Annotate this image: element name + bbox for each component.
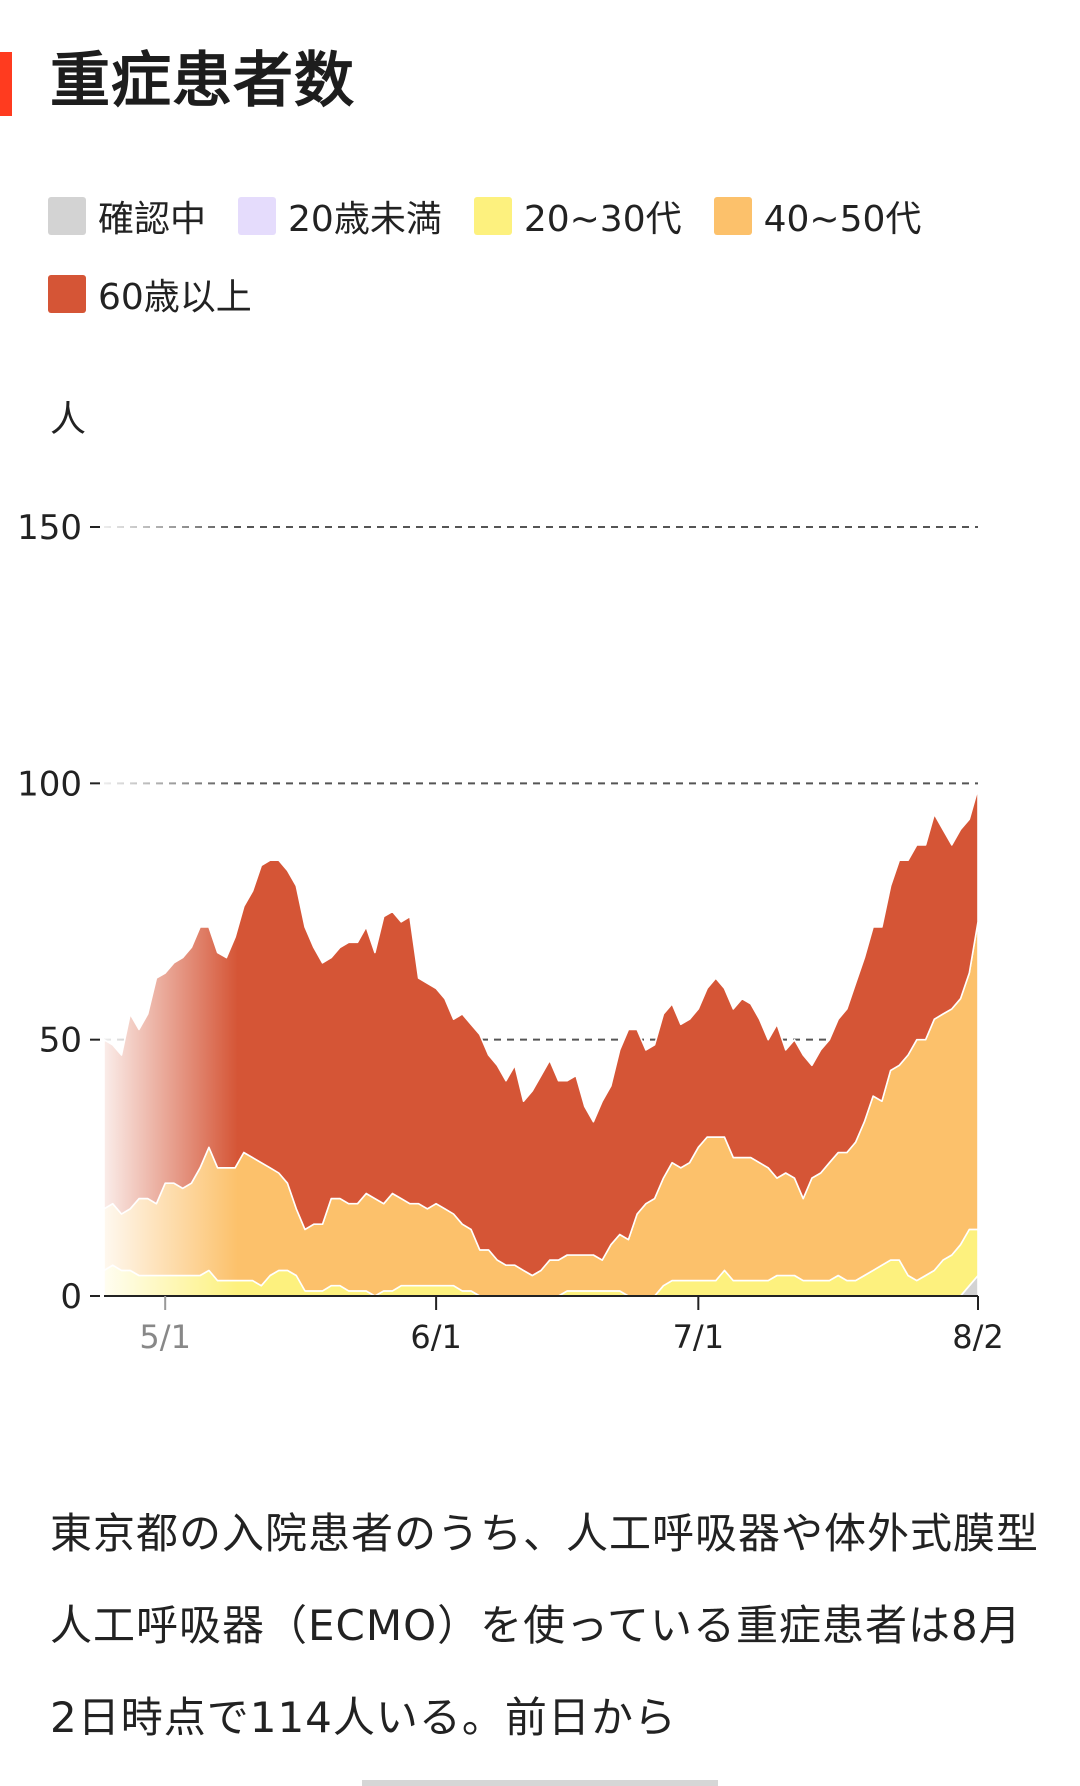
x-tick-label: 5/1 bbox=[139, 1318, 191, 1356]
series-area-4 bbox=[103, 787, 979, 1277]
legend-swatch bbox=[713, 197, 752, 235]
stacked-area-chart: 0 50 100 150 5/1 6/1 7/1 8/2 bbox=[17, 490, 1004, 1356]
legend-item: 確認中 bbox=[48, 196, 206, 240]
legend-item: 40~50代 bbox=[713, 196, 921, 240]
page-title: 重症患者数 bbox=[50, 46, 355, 116]
legend-label: 20~30代 bbox=[523, 199, 682, 240]
y-axis-unit: 人 bbox=[50, 399, 87, 440]
chart-legend: 確認中 20歳未満 20~30代 40~50代 60歳以上 bbox=[48, 196, 1008, 318]
legend-item: 20歳未満 bbox=[238, 196, 442, 240]
legend-label: 40~50代 bbox=[763, 199, 922, 240]
legend-label: 確認中 bbox=[98, 199, 207, 240]
legend-swatch bbox=[473, 197, 512, 235]
article-text: 東京都の入院患者のうち、人工呼吸器や体外式膜型人工呼吸器（ECMO）を使っている… bbox=[50, 1509, 1040, 1742]
y-tick-label: 50 bbox=[39, 1021, 82, 1061]
legend-label: 60歳以上 bbox=[98, 277, 252, 318]
axes: 0 50 100 150 5/1 6/1 7/1 8/2 bbox=[17, 508, 1004, 1356]
left-fade-overlay bbox=[88, 490, 238, 1300]
y-tick-label: 100 bbox=[17, 764, 82, 804]
legend-swatch bbox=[48, 275, 86, 313]
legend-label: 20歳未満 bbox=[288, 199, 442, 240]
legend-item: 20~30代 bbox=[473, 196, 682, 240]
x-tick-label: 6/1 bbox=[410, 1318, 462, 1356]
x-tick-label: 7/1 bbox=[673, 1318, 725, 1356]
legend-item: 60歳以上 bbox=[48, 274, 252, 318]
x-tick-label: 8/2 bbox=[952, 1318, 1004, 1356]
legend-swatch bbox=[48, 197, 86, 235]
title-accent-bar bbox=[0, 52, 12, 116]
bottom-divider bbox=[362, 1780, 718, 1786]
y-tick-label: 0 bbox=[60, 1277, 82, 1317]
y-tick-label: 150 bbox=[17, 508, 82, 548]
legend-swatch bbox=[238, 197, 277, 235]
